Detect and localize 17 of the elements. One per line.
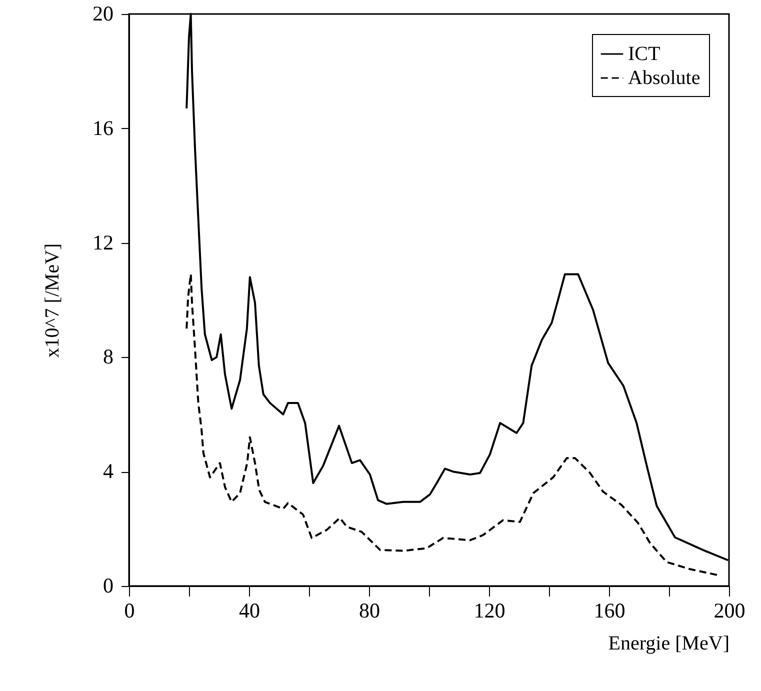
y-tick-label: 12 (92, 230, 114, 254)
y-tick-label: 8 (103, 344, 114, 369)
x-tick-label: 0 (124, 598, 135, 622)
y-axis-title: x10^7 [/MeV] (42, 243, 64, 358)
y-tick-label: 20 (92, 2, 114, 26)
line-series (186, 273, 719, 576)
x-tick-label: 40 (239, 598, 260, 622)
legend-label: Absolute (628, 67, 700, 89)
x-tick-label: 200 (714, 598, 746, 622)
x-tick-label: 120 (474, 598, 506, 622)
x-tick-label: 80 (359, 598, 380, 622)
x-axis-title: Energie [MeV] (608, 632, 730, 654)
y-tick-label: 4 (103, 459, 114, 484)
legend-label: ICT (628, 43, 660, 65)
y-tick-label: 16 (92, 116, 114, 140)
x-tick-label: 160 (594, 598, 626, 622)
y-tick-label: 0 (103, 574, 114, 598)
